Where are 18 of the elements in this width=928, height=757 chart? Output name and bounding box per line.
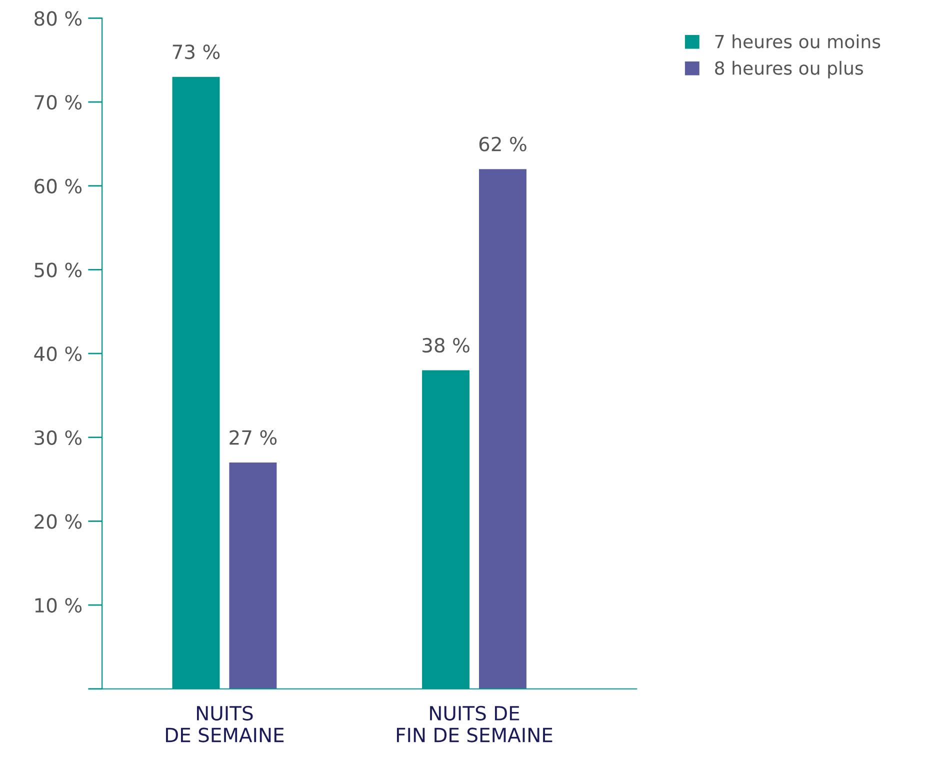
y-tick-label: 30 % <box>34 430 82 446</box>
y-tick-label: 70 % <box>34 94 82 110</box>
bar <box>478 169 526 689</box>
y-tick-label: 80 % <box>34 11 82 26</box>
x-tick-label: NUITS DE FIN DE SEMAINE <box>396 706 552 742</box>
y-tick-label: 50 % <box>34 262 82 278</box>
x-tick-label: NUITS DE SEMAINE <box>166 706 284 742</box>
y-tick-label: 60 % <box>34 178 82 194</box>
y-tick-label: 40 % <box>34 346 82 362</box>
data-label: 73 % <box>172 44 220 60</box>
y-tick-label: 20 % <box>34 514 82 529</box>
bar <box>229 462 277 689</box>
legend-label: 7 heures ou moins <box>715 34 880 48</box>
legend-label: 8 heures ou plus <box>715 60 863 78</box>
y-tick-label: 10 % <box>35 598 82 613</box>
data-label: 38 % <box>422 338 470 353</box>
data-label: 27 % <box>230 430 277 445</box>
data-label: 62 % <box>479 136 526 152</box>
